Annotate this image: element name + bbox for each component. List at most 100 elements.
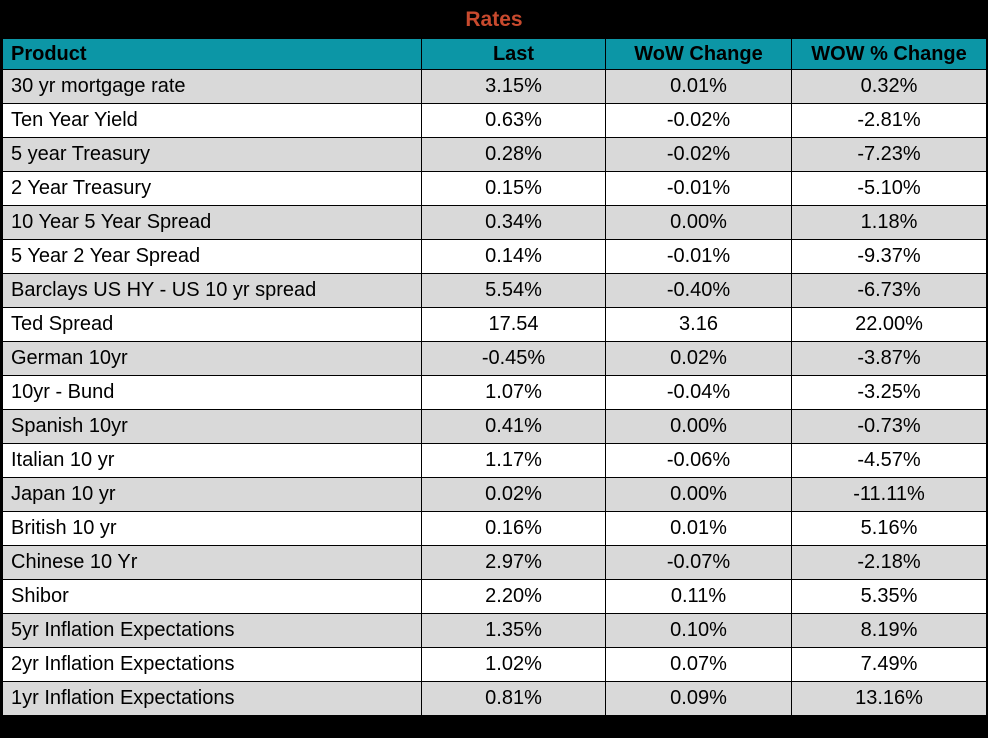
last-cell: 0.16% [421, 511, 606, 546]
wow-pct-change-cell: -3.87% [791, 341, 987, 376]
last-cell: 1.35% [421, 613, 606, 648]
product-cell: German 10yr [2, 341, 422, 376]
wow-change-cell: 0.02% [605, 341, 792, 376]
table-row: Spanish 10yr 0.41% 0.00% -0.73% [2, 409, 987, 444]
product-cell: 10 Year 5 Year Spread [2, 205, 422, 240]
last-cell: 0.63% [421, 103, 606, 138]
last-cell: 0.28% [421, 137, 606, 172]
wow-pct-change-cell: -11.11% [791, 477, 987, 512]
title-band: Rates [2, 2, 986, 38]
product-cell: Ten Year Yield [2, 103, 422, 138]
wow-change-cell: 0.11% [605, 579, 792, 614]
wow-change-cell: -0.02% [605, 137, 792, 172]
wow-pct-change-cell: -2.18% [791, 545, 987, 580]
wow-change-cell: 0.10% [605, 613, 792, 648]
wow-pct-change-cell: -9.37% [791, 239, 987, 274]
wow-pct-change-cell: 8.19% [791, 613, 987, 648]
wow-change-cell: 0.09% [605, 681, 792, 716]
wow-change-cell: 0.01% [605, 511, 792, 546]
wow-change-cell: -0.04% [605, 375, 792, 410]
product-cell: 30 yr mortgage rate [2, 69, 422, 104]
table-row: 2 Year Treasury 0.15% -0.01% -5.10% [2, 171, 987, 206]
wow-pct-change-cell: -5.10% [791, 171, 987, 206]
last-cell: 1.17% [421, 443, 606, 478]
product-cell: Chinese 10 Yr [2, 545, 422, 580]
product-cell: 10yr - Bund [2, 375, 422, 410]
last-cell: 2.97% [421, 545, 606, 580]
table-row: Japan 10 yr 0.02% 0.00% -11.11% [2, 477, 987, 512]
last-cell: -0.45% [421, 341, 606, 376]
product-cell: Shibor [2, 579, 422, 614]
product-cell: Barclays US HY - US 10 yr spread [2, 273, 422, 308]
table-row: Shibor 2.20% 0.11% 5.35% [2, 579, 987, 614]
column-header-last: Last [421, 38, 606, 70]
wow-pct-change-cell: -4.57% [791, 443, 987, 478]
product-cell: 5 year Treasury [2, 137, 422, 172]
column-header-wow-pct-change: WOW % Change [791, 38, 987, 70]
wow-change-cell: -0.01% [605, 239, 792, 274]
table-title: Rates [465, 8, 523, 31]
column-header-wow-change: WoW Change [605, 38, 792, 70]
last-cell: 2.20% [421, 579, 606, 614]
last-cell: 0.81% [421, 681, 606, 716]
last-cell: 1.02% [421, 647, 606, 682]
table-row: 5 Year 2 Year Spread 0.14% -0.01% -9.37% [2, 239, 987, 274]
wow-change-cell: 0.00% [605, 477, 792, 512]
table-row: 10yr - Bund 1.07% -0.04% -3.25% [2, 375, 987, 410]
product-cell: Ted Spread [2, 307, 422, 342]
table-row: British 10 yr 0.16% 0.01% 5.16% [2, 511, 987, 546]
wow-change-cell: -0.02% [605, 103, 792, 138]
table-row: 30 yr mortgage rate 3.15% 0.01% 0.32% [2, 69, 987, 104]
last-cell: 0.02% [421, 477, 606, 512]
product-cell: 1yr Inflation Expectations [2, 681, 422, 716]
wow-pct-change-cell: 5.35% [791, 579, 987, 614]
product-cell: 2yr Inflation Expectations [2, 647, 422, 682]
table-row: Chinese 10 Yr 2.97% -0.07% -2.18% [2, 545, 987, 580]
rates-table: Product Last WoW Change WOW % Change 30 … [2, 38, 987, 716]
last-cell: 0.14% [421, 239, 606, 274]
last-cell: 0.34% [421, 205, 606, 240]
product-cell: 5yr Inflation Expectations [2, 613, 422, 648]
last-cell: 0.41% [421, 409, 606, 444]
wow-change-cell: -0.06% [605, 443, 792, 478]
wow-change-cell: -0.01% [605, 171, 792, 206]
wow-pct-change-cell: 13.16% [791, 681, 987, 716]
last-cell: 17.54 [421, 307, 606, 342]
wow-change-cell: 0.00% [605, 205, 792, 240]
wow-pct-change-cell: 0.32% [791, 69, 987, 104]
table-row: 5 year Treasury 0.28% -0.02% -7.23% [2, 137, 987, 172]
wow-change-cell: 3.16 [605, 307, 792, 342]
last-cell: 0.15% [421, 171, 606, 206]
wow-change-cell: 0.01% [605, 69, 792, 104]
table-row: Italian 10 yr 1.17% -0.06% -4.57% [2, 443, 987, 478]
product-cell: Spanish 10yr [2, 409, 422, 444]
table-row: German 10yr -0.45% 0.02% -3.87% [2, 341, 987, 376]
column-header-product: Product [2, 38, 422, 70]
wow-change-cell: -0.07% [605, 545, 792, 580]
table-row: 5yr Inflation Expectations 1.35% 0.10% 8.19… [2, 613, 987, 648]
table-row: Ted Spread 17.54 3.16 22.00% [2, 307, 987, 342]
wow-pct-change-cell: -0.73% [791, 409, 987, 444]
table-row: 2yr Inflation Expectations 1.02% 0.07% 7.49… [2, 647, 987, 682]
last-cell: 5.54% [421, 273, 606, 308]
wow-pct-change-cell: 7.49% [791, 647, 987, 682]
header-row: Product Last WoW Change WOW % Change [2, 38, 987, 70]
wow-pct-change-cell: -2.81% [791, 103, 987, 138]
wow-pct-change-cell: -7.23% [791, 137, 987, 172]
wow-pct-change-cell: 22.00% [791, 307, 987, 342]
wow-pct-change-cell: -3.25% [791, 375, 987, 410]
last-cell: 1.07% [421, 375, 606, 410]
rates-table-body: 30 yr mortgage rate 3.15% 0.01% 0.32% Ten Ye… [2, 69, 987, 716]
product-cell: 2 Year Treasury [2, 171, 422, 206]
product-cell: 5 Year 2 Year Spread [2, 239, 422, 274]
table-row: 10 Year 5 Year Spread 0.34% 0.00% 1.18% [2, 205, 987, 240]
table-row: Barclays US HY - US 10 yr spread 5.54% -0.… [2, 273, 987, 308]
wow-change-cell: 0.00% [605, 409, 792, 444]
product-cell: British 10 yr [2, 511, 422, 546]
wow-change-cell: 0.07% [605, 647, 792, 682]
wow-change-cell: -0.40% [605, 273, 792, 308]
wow-pct-change-cell: 5.16% [791, 511, 987, 546]
last-cell: 3.15% [421, 69, 606, 104]
wow-pct-change-cell: 1.18% [791, 205, 987, 240]
